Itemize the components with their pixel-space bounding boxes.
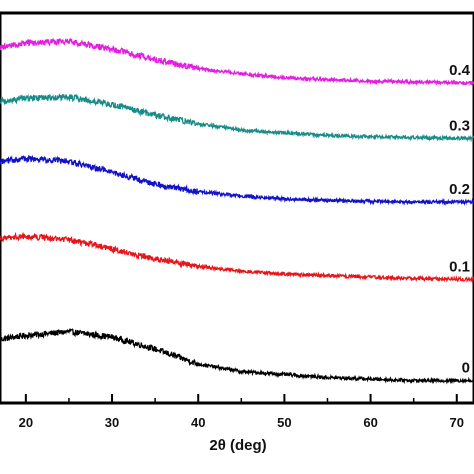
x-tick-label: 30 [105, 415, 119, 430]
series-layer [0, 37, 474, 385]
x-tick-label: 20 [19, 415, 33, 430]
series-line-0-2 [0, 154, 474, 207]
x-tick-label: 50 [277, 415, 291, 430]
series-label-0-3: 0.3 [449, 117, 470, 134]
series-label-0: 0 [462, 360, 470, 377]
x-axis-title: 2θ (deg) [209, 437, 266, 454]
x-tick-label: 40 [191, 415, 205, 430]
series-line-0-4 [0, 37, 474, 86]
plot-area-frame [0, 11, 474, 405]
series-label-0-2: 0.2 [449, 181, 470, 198]
series-labels: 0 0.1 0.2 0.3 0.4 [449, 62, 471, 377]
x-tick-label: 70 [450, 415, 464, 430]
series-label-0-4: 0.4 [449, 62, 471, 79]
x-axis-ticks: 20 30 40 50 60 70 [19, 394, 464, 430]
x-tick-label: 60 [363, 415, 377, 430]
series-line-0 [0, 327, 474, 385]
series-label-0-1: 0.1 [449, 258, 470, 275]
series-line-0-3 [0, 93, 474, 143]
series-line-0-1 [0, 231, 474, 283]
